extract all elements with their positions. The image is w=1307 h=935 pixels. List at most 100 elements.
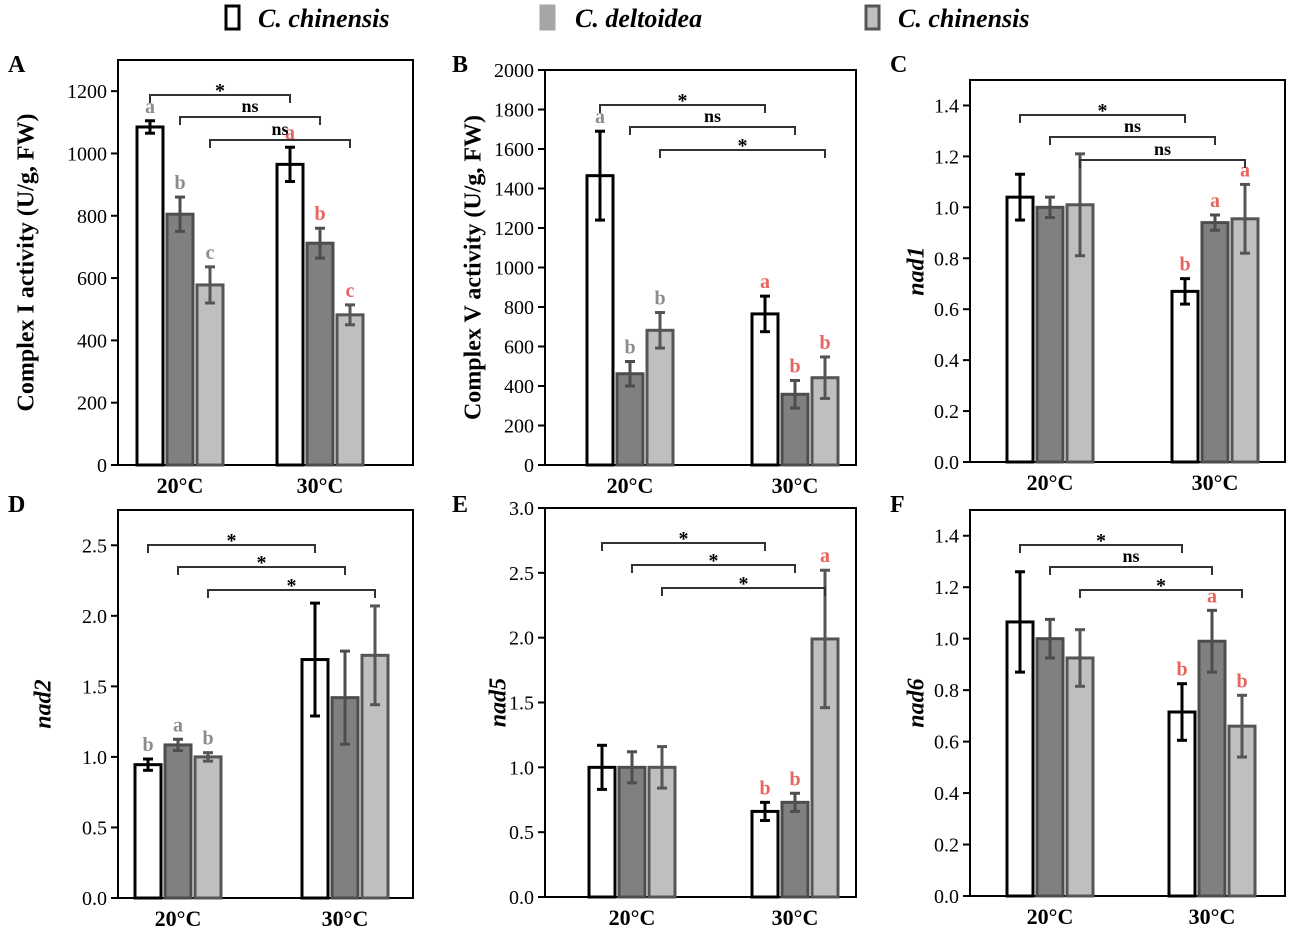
comparison-bracket bbox=[209, 139, 351, 148]
y-tick-label: 0.2 bbox=[934, 835, 959, 857]
comparison-label: * bbox=[678, 90, 688, 112]
y-tick-label: 1800 bbox=[494, 100, 534, 122]
y-tick-label: 800 bbox=[77, 206, 107, 228]
y-axis-label: Complex I activity (U/g, FW) bbox=[14, 114, 40, 412]
significance-letter: b bbox=[174, 172, 185, 194]
y-tick-label: 2.5 bbox=[509, 563, 534, 585]
panels: A 0 200 400 600 800 1000 1200 Complex I activity… bbox=[8, 52, 1286, 931]
significance-letter: b bbox=[314, 203, 325, 225]
x-tick-label: 20°C bbox=[1027, 904, 1074, 929]
bar bbox=[305, 241, 335, 467]
legend-swatch bbox=[539, 4, 556, 31]
significance-letter: a bbox=[760, 271, 770, 293]
x-tick-label: 20°C bbox=[157, 473, 204, 498]
panel-d: D 0.0 0.5 1.0 1.5 2.0 2.5 nad2 20°C 30°C bab * * * bbox=[8, 492, 414, 931]
y-tick-label: 1.2 bbox=[934, 146, 959, 168]
plot-frame bbox=[117, 509, 414, 899]
comparison-label: * bbox=[287, 575, 297, 597]
y-tick-label: 1.0 bbox=[82, 747, 107, 769]
significance-letter: a bbox=[173, 714, 183, 736]
significance-letter: b bbox=[759, 777, 770, 799]
y-tick-label: 1600 bbox=[494, 139, 534, 161]
bar bbox=[275, 162, 305, 467]
bar bbox=[1230, 217, 1260, 464]
bar bbox=[163, 743, 193, 900]
comparison-label: ns bbox=[1124, 116, 1141, 136]
y-tick-label: 200 bbox=[504, 416, 534, 438]
y-tick-label: 2.0 bbox=[82, 606, 107, 628]
y-tick-label: 200 bbox=[77, 393, 107, 415]
x-tick-label: 30°C bbox=[772, 905, 819, 930]
comparison-label: * bbox=[1098, 100, 1108, 122]
y-axis-label: nad5 bbox=[486, 678, 512, 727]
comparison-bracket bbox=[177, 566, 346, 575]
comparison-bracket bbox=[147, 544, 316, 553]
comparison-bracket bbox=[599, 104, 766, 113]
significance-letter: b bbox=[789, 768, 800, 790]
y-tick-label: 2.0 bbox=[509, 628, 534, 650]
comparison-bracket bbox=[661, 587, 826, 596]
y-axis-label: nad6 bbox=[904, 678, 930, 727]
comparison-label: * bbox=[215, 80, 225, 102]
bar bbox=[750, 312, 780, 467]
bar bbox=[195, 283, 225, 467]
comparison-label: * bbox=[709, 550, 719, 572]
x-tick-label: 30°C bbox=[297, 473, 344, 498]
y-tick-label: 600 bbox=[504, 337, 534, 359]
comparison-bracket bbox=[631, 564, 796, 573]
y-tick-label: 0 bbox=[524, 455, 534, 477]
significance-letter: a bbox=[285, 122, 295, 144]
bar bbox=[193, 755, 223, 900]
x-tick-label: 20°C bbox=[1027, 470, 1074, 495]
bar bbox=[165, 212, 195, 467]
significance-letter: a bbox=[595, 106, 605, 128]
legend-swatch bbox=[864, 4, 881, 31]
y-tick-label: 1200 bbox=[67, 81, 107, 103]
significance-letter: a bbox=[145, 96, 155, 118]
comparison-bracket bbox=[149, 94, 291, 103]
significance-letter: b bbox=[654, 288, 665, 310]
bar bbox=[1197, 639, 1227, 898]
comparison-label: * bbox=[1156, 575, 1166, 597]
y-tick-label: 600 bbox=[77, 268, 107, 290]
bar bbox=[750, 809, 780, 899]
comparison-bracket bbox=[1049, 566, 1213, 575]
y-tick-label: 1.5 bbox=[509, 693, 534, 715]
comparison-label: * bbox=[738, 135, 748, 157]
y-axis-label: nad1 bbox=[904, 246, 930, 295]
y-tick-label: 0.8 bbox=[934, 248, 959, 270]
bar bbox=[335, 313, 365, 467]
y-tick-label: 3.0 bbox=[509, 498, 534, 520]
y-tick-label: 1.4 bbox=[934, 95, 959, 117]
x-tick-label: 30°C bbox=[322, 906, 369, 931]
y-tick-label: 0.0 bbox=[934, 886, 959, 908]
panel-letter: F bbox=[890, 492, 905, 518]
panel-letter: E bbox=[452, 492, 468, 518]
legend: C. chinensis C. deltoidea C. chinensis bbox=[224, 4, 1030, 33]
panel-letter: D bbox=[8, 492, 25, 518]
plot-frame bbox=[117, 59, 414, 466]
bar bbox=[1035, 637, 1065, 898]
x-tick-label: 20°C bbox=[609, 905, 656, 930]
panel-letter: B bbox=[452, 52, 468, 78]
y-tick-label: 0.2 bbox=[934, 401, 959, 423]
panel-b: B 0 200 400 600 800 1000 1200 1400 1600 1800 2000 Co… bbox=[452, 52, 857, 498]
y-tick-label: 0.0 bbox=[82, 888, 107, 910]
significance-letter: b bbox=[1236, 670, 1247, 692]
bar bbox=[780, 800, 810, 899]
comparison-label: * bbox=[679, 528, 689, 550]
comparison-bracket bbox=[179, 116, 321, 125]
bar bbox=[1167, 710, 1197, 898]
y-tick-label: 0.4 bbox=[934, 350, 959, 372]
y-tick-label: 0.5 bbox=[509, 822, 534, 844]
bar bbox=[135, 125, 165, 467]
comparison-label: ns bbox=[271, 119, 288, 139]
panel-e: E 0.0 0.5 1.0 1.5 2.0 2.5 3.0 nad5 20°C 30°C b b a * * * bbox=[452, 492, 857, 930]
significance-letter: b bbox=[819, 332, 830, 354]
bar bbox=[645, 328, 675, 467]
y-tick-label: 0.0 bbox=[509, 887, 534, 909]
y-tick-label: 1.4 bbox=[934, 526, 959, 548]
significance-letter: c bbox=[206, 242, 215, 264]
comparison-bracket bbox=[1079, 589, 1243, 598]
panel-letter: A bbox=[8, 52, 26, 78]
